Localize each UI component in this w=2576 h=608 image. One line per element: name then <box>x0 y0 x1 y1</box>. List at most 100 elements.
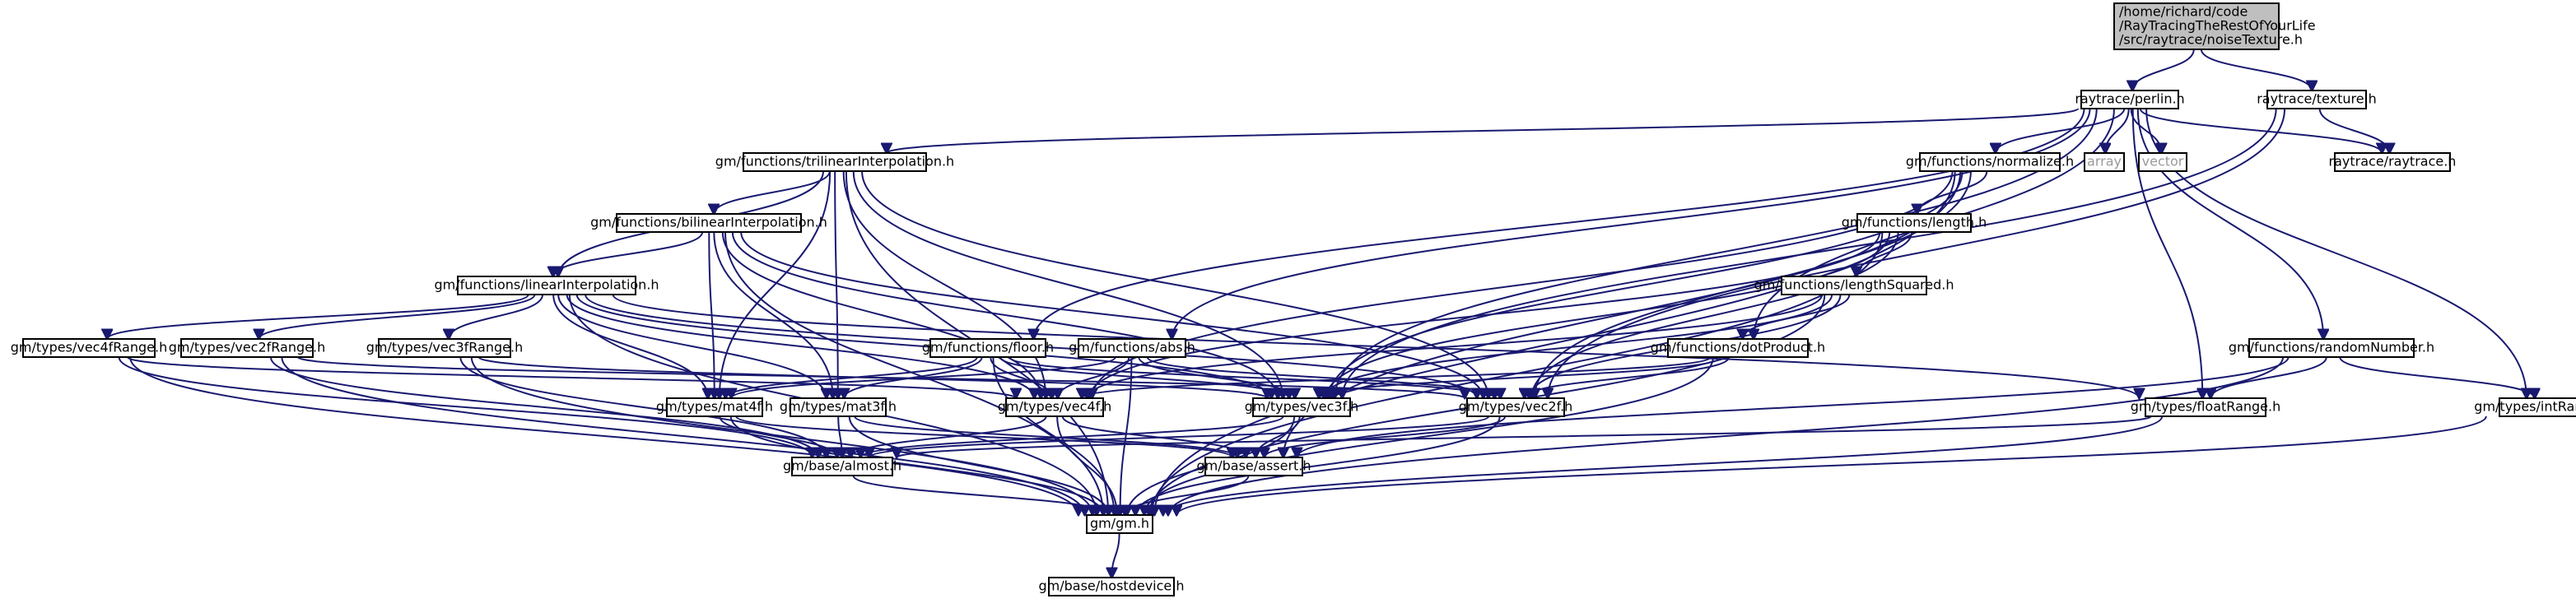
node-almost[interactable]: gm/base/almost.h <box>783 457 901 476</box>
node-linear[interactable]: gm/functions/linearInterpolation.h <box>434 276 659 295</box>
node-label: raytrace/raytrace.h <box>2329 154 2457 169</box>
edge-length-to-vec3f <box>1326 231 1891 398</box>
edge-linear-to-vec2fRange <box>259 294 536 339</box>
node-vector[interactable]: vector <box>2138 152 2187 172</box>
edge-randomNumber-to-intRange <box>2339 356 2534 398</box>
edge-texture-to-vec2f <box>1548 108 2286 398</box>
node-vec2fRange[interactable]: gm/types/vec2fRange.h <box>169 338 325 358</box>
edge-vec4fRange-to-almost <box>118 356 813 457</box>
edge-abs-to-vec3f <box>1138 356 1295 398</box>
edge-mat3f-to-assert <box>854 415 1237 457</box>
node-normalize[interactable]: gm/functions/normalize.h <box>1906 152 2074 172</box>
edge-dotProduct-to-vec4f <box>1082 356 1712 398</box>
edge-bilinear-to-gm <box>724 231 1103 515</box>
node-vec3f[interactable]: gm/types/vec3f.h <box>1245 397 1359 417</box>
node-vec2f[interactable]: gm/types/vec2f.h <box>1459 397 1573 417</box>
node-abs[interactable]: gm/functions/abs.h <box>1069 338 1195 358</box>
edge-linear-to-vec4f <box>566 294 1035 398</box>
edge-abs-to-vec4f <box>1058 356 1130 398</box>
edge-trilinear-to-bilinear <box>714 170 831 214</box>
node-intRange[interactable]: gm/types/intRange.h <box>2474 397 2576 417</box>
node-label: /src/raytrace/noiseTexture.h <box>2119 32 2303 48</box>
node-assert[interactable]: gm/base/assert.h <box>1196 457 1311 476</box>
node-raytraceh[interactable]: raytrace/raytrace.h <box>2329 152 2457 172</box>
node-label: gm/base/almost.h <box>783 458 901 474</box>
edge-dotProduct-to-vec2f <box>1525 356 1731 398</box>
node-label: array <box>2087 154 2122 169</box>
node-floatRange[interactable]: gm/types/floatRange.h <box>2131 397 2280 417</box>
node-label: /RayTracingTheRestOfYourLife <box>2119 18 2316 34</box>
edge-length-to-lengthSquared <box>1856 231 1913 276</box>
edge-bilinear-to-linear <box>553 231 704 276</box>
edge-perlin-to-floatRange <box>2131 108 2203 398</box>
node-array[interactable]: array <box>2084 152 2125 172</box>
edge-dotProduct-to-gm <box>1144 356 1714 515</box>
edge-bilinear-to-vec2f <box>740 231 1484 398</box>
node-label: gm/functions/normalize.h <box>1906 154 2074 169</box>
edge-gm-to-hostdevice <box>1111 532 1120 578</box>
edge-linear-to-floatRange <box>612 294 2140 398</box>
edge-abs-to-gm <box>1120 356 1133 515</box>
node-label: gm/types/vec2f.h <box>1459 399 1573 415</box>
node-floor[interactable]: gm/functions/floor.h <box>922 338 1054 358</box>
node-label: gm/types/intRange.h <box>2474 399 2576 415</box>
node-vec3fRange[interactable]: gm/types/vec3fRange.h <box>366 338 523 358</box>
node-label: gm/functions/lengthSquared.h <box>1754 277 1954 293</box>
node-label: gm/functions/randomNumber.h <box>2229 340 2434 355</box>
node-label: raytrace/texture.h <box>2257 91 2377 107</box>
edge-vec4fRange-to-vec4f <box>126 356 1016 398</box>
edges-layer <box>107 49 2534 578</box>
node-gm[interactable]: gm/gm.h <box>1086 514 1153 534</box>
edge-lengthSquared-to-vec4f <box>1087 294 1824 398</box>
edge-linear-to-vec3fRange <box>449 294 544 339</box>
edge-perlin-to-randomNumber <box>2136 108 2323 339</box>
edge-randomNumber-to-assert <box>1297 356 2290 457</box>
node-vec4f[interactable]: gm/types/vec4f.h <box>998 397 1112 417</box>
node-texture[interactable]: raytrace/texture.h <box>2257 90 2377 109</box>
edge-vec2f-to-assert <box>1265 415 1507 457</box>
edge-dotProduct-to-vec3f <box>1319 356 1721 398</box>
node-label: gm/functions/dotProduct.h <box>1651 340 1825 355</box>
edge-abs-to-mat4f <box>731 356 1116 398</box>
edge-bilinear-to-vec3f <box>731 231 1278 398</box>
node-trilinear[interactable]: gm/functions/trilinearInterpolation.h <box>715 152 954 172</box>
node-length[interactable]: gm/functions/length.h <box>1842 213 1987 233</box>
edge-mat4f-to-gm <box>729 415 1104 515</box>
node-label: gm/functions/linearInterpolation.h <box>434 277 659 293</box>
edge-floatRange-to-gm <box>1163 415 2164 515</box>
edge-length-to-vec4f <box>1089 231 1881 398</box>
node-vec4fRange[interactable]: gm/types/vec4fRange.h <box>11 338 167 358</box>
edge-vec2f-to-gm <box>1135 415 1501 515</box>
edge-vec2f-to-almost <box>869 415 1490 457</box>
node-bilinear[interactable]: gm/functions/bilinearInterpolation.h <box>590 213 827 233</box>
edge-randomNumber-to-floatRange <box>2210 356 2327 398</box>
edge-root-to-texture <box>2200 49 2312 91</box>
edge-assert-to-gm <box>1125 475 1250 515</box>
edge-bilinear-to-vec4f <box>721 231 1041 398</box>
edge-mat4f-to-assert <box>735 415 1232 457</box>
edge-floatRange-to-almost <box>897 415 2152 457</box>
node-label: gm/types/vec3f.h <box>1245 399 1359 415</box>
edge-vec3f-to-almost <box>860 415 1284 457</box>
node-perlin[interactable]: raytrace/perlin.h <box>2075 90 2185 109</box>
edge-vec3fRange-to-vec3f <box>477 356 1268 398</box>
edge-trilinear-to-vec2f <box>861 170 1488 398</box>
node-lengthSquared[interactable]: gm/functions/lengthSquared.h <box>1754 276 1954 295</box>
edge-mat3f-to-almost <box>838 415 842 457</box>
node-label: gm/types/vec2fRange.h <box>169 340 325 355</box>
edge-linear-to-mat3f <box>557 294 827 398</box>
node-randomNumber[interactable]: gm/functions/randomNumber.h <box>2229 338 2434 358</box>
edge-linear-to-vec3f <box>575 294 1272 398</box>
node-dotProduct[interactable]: gm/functions/dotProduct.h <box>1651 338 1825 358</box>
edge-length-to-vec2f <box>1531 231 1899 398</box>
node-hostdevice[interactable]: gm/base/hostdevice.h <box>1039 577 1185 596</box>
edge-trilinear-to-mat4f <box>720 170 831 398</box>
edge-intRange-to-gm <box>1176 415 2487 515</box>
edge-bilinear-to-mat3f <box>713 231 832 398</box>
edge-trilinear-to-mat3f <box>835 170 838 398</box>
node-mat4f[interactable]: gm/types/mat4f.h <box>656 397 773 417</box>
node-mat3f[interactable]: gm/types/mat3f.h <box>780 397 897 417</box>
node-label: gm/base/hostdevice.h <box>1039 578 1185 594</box>
node-root[interactable]: /home/richard/code/RayTracingTheRestOfYo… <box>2113 2 2316 50</box>
